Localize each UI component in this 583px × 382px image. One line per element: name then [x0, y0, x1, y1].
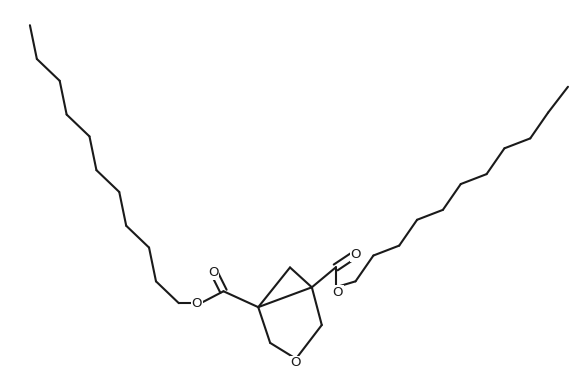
- Text: O: O: [208, 266, 219, 279]
- Text: O: O: [291, 356, 301, 369]
- Text: O: O: [191, 297, 202, 310]
- Text: O: O: [350, 248, 361, 261]
- Text: O: O: [332, 286, 343, 299]
